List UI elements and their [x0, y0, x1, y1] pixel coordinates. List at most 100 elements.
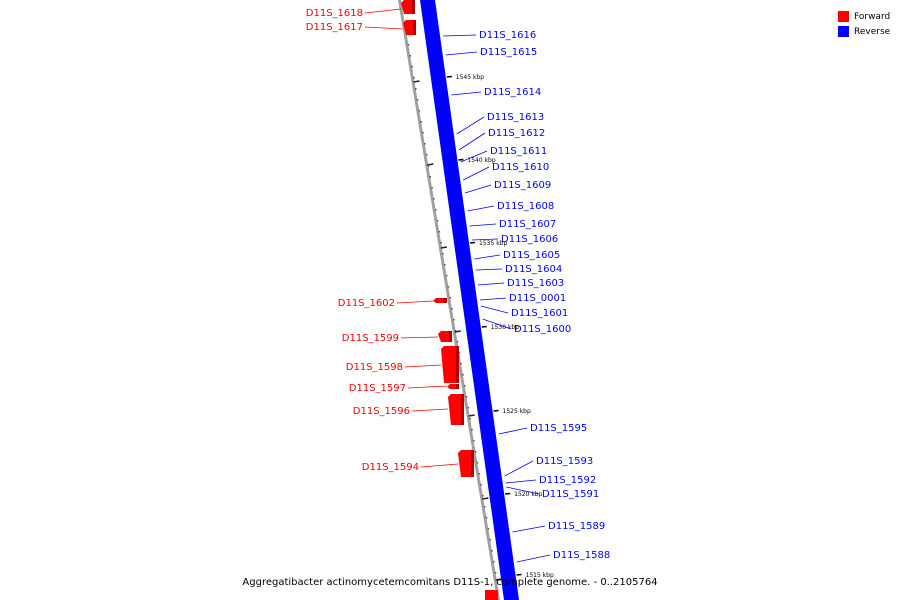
legend-reverse-label: Reverse [854, 26, 891, 37]
legend: Forward Reverse [838, 9, 890, 39]
forward-gene-leader [396, 300, 434, 304]
reverse-gene-label: D11S_1600 [514, 324, 571, 335]
backbone-dots [404, 22, 497, 574]
backbone-dot [474, 451, 477, 453]
reverse-gene-label: D11S_1601 [511, 308, 568, 319]
scale-tick [516, 573, 522, 576]
reverse-gene-label: D11S_1595 [530, 423, 587, 434]
forward-gene-block [433, 298, 447, 303]
reverse-gene-label: D11S_1615 [480, 47, 537, 58]
backbone-dot [440, 242, 442, 244]
backbone-dot [489, 539, 491, 541]
backbone-dot [431, 187, 433, 189]
forward-gene-leader [420, 463, 459, 468]
backbone-dot [458, 352, 461, 354]
backbone-dot [454, 330, 457, 332]
forward-gene-block [438, 331, 452, 342]
forward-gene-leader [404, 364, 442, 368]
backbone-dot [409, 55, 412, 57]
backbone-dot [493, 561, 495, 563]
reverse-gene-leader [482, 318, 512, 330]
reverse-gene-leader [463, 166, 490, 181]
scale-ticks: 1545 kbp 1540 kbp 1535 kbp 1530 kbp 1525 kbp… [413, 74, 554, 581]
backbone-dot [453, 319, 455, 321]
backbone-line [398, 0, 500, 600]
backbone-dot [442, 253, 444, 255]
scale-tick-label: 1540 kbp [467, 157, 495, 164]
reverse-gene-label: D11S_1591 [542, 489, 599, 500]
scale-tick-label: 1520 kbp [514, 491, 542, 498]
backbone-tick [482, 497, 489, 500]
reverse-gene-leader [445, 51, 478, 56]
backbone-dot [471, 429, 473, 431]
reverse-gene-leader [480, 305, 509, 314]
reverse-gene-leader [506, 486, 540, 495]
reverse-gene-leader [477, 282, 505, 286]
backbone-dot [485, 517, 488, 519]
backbone-dot [422, 132, 424, 134]
reverse-gene-leader [504, 460, 534, 477]
forward-gene-leader [364, 26, 404, 30]
backbone-tick [495, 578, 502, 581]
reverse-gene-leader [464, 184, 492, 194]
forward-gene-block [401, 0, 415, 14]
forward-gene-leader [364, 8, 402, 14]
forward-gene-label: D11S_1598 [346, 362, 403, 373]
forward-gene-block [403, 20, 416, 35]
scale-tick-label: 1535 kbp [479, 240, 507, 247]
reverse-gene-leader [479, 297, 507, 301]
forward-gene-block [458, 450, 474, 477]
backbone-dot [482, 495, 484, 497]
forward-gene-label: D11S_1599 [342, 333, 399, 344]
forward-gene-shade [449, 331, 452, 342]
scale-tick-label: 1545 kbp [456, 74, 484, 81]
backbone-dot [424, 143, 426, 145]
backbone-dot [418, 110, 421, 112]
reverse-gene-label: D11S_1616 [479, 30, 536, 41]
forward-gene-shade [444, 298, 447, 303]
backbone-dot [433, 198, 435, 200]
reverse-gene-label: D11S_1614 [484, 87, 541, 98]
forward-gene-label: D11S_1597 [349, 383, 406, 394]
scale-tick [458, 158, 464, 161]
backbone-tick [427, 163, 434, 166]
reverse-gene-label: D11S_1589 [548, 521, 605, 532]
forward-gene-shade [471, 450, 474, 477]
backbone-dot [464, 385, 466, 387]
backbone-dot [473, 440, 475, 442]
forward-gene-block [448, 394, 464, 425]
backbone-dot [494, 572, 497, 574]
forward-gene-leader [407, 385, 448, 389]
reverse-gene-label: D11S_1592 [539, 475, 596, 486]
reverse-gene-leader [460, 150, 488, 163]
backbone-tick [440, 246, 448, 249]
scale-tick-label: 1530 kbp [491, 324, 519, 331]
reverse-strand-band [420, 0, 519, 600]
backbone-dot [434, 209, 437, 211]
reverse-gene-label: D11S_1608 [497, 201, 554, 212]
reverse-gene-leader [505, 479, 537, 484]
forward-gene-label: D11S_1596 [353, 406, 410, 417]
backbone-dot [483, 506, 486, 508]
backbone-dot [413, 77, 415, 79]
reverse-gene-label: D11S_1604 [505, 264, 562, 275]
forward-gene-label: D11S_1617 [306, 22, 363, 33]
reverse-gene-leader [458, 132, 486, 151]
forward-gene-shade [456, 384, 459, 389]
reverse-gene-leader [467, 205, 495, 212]
forward-gene-label: D11S_1594 [362, 462, 419, 473]
backbone-tick [468, 414, 475, 417]
scale-tick-label: 1515 kbp [526, 572, 554, 579]
reverse-gene-leader [443, 34, 477, 37]
backbone-dot [469, 418, 471, 420]
forward-gene-leader [400, 336, 439, 339]
backbone-dot [436, 220, 439, 222]
reverse-gene-label: D11S_1605 [503, 250, 560, 261]
forward-gene-label: D11S_1602 [338, 298, 395, 309]
backbone-dot [425, 154, 428, 156]
backbone-dot [429, 176, 432, 178]
reverse-gene-label: D11S_1588 [553, 550, 610, 561]
reverse-gene-label: D11S_1612 [488, 128, 545, 139]
forward-gene-block [441, 346, 459, 383]
